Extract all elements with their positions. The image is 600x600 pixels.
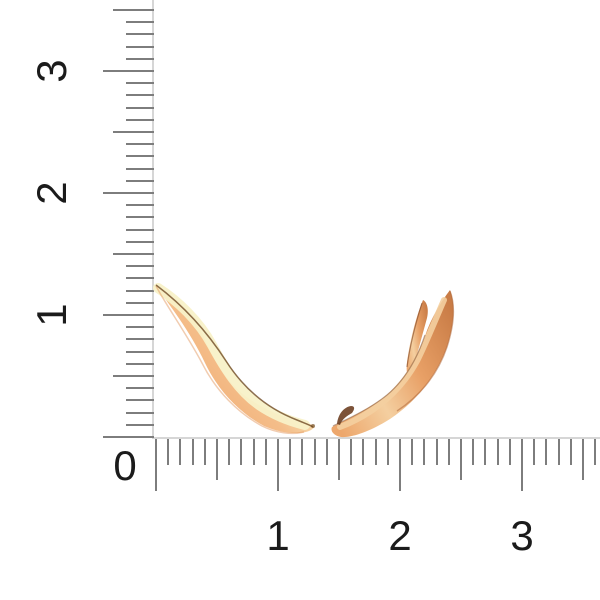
right-earring-back-prong [406, 300, 428, 379]
v-ruler-tick [126, 204, 154, 206]
h-ruler-tick [509, 439, 511, 465]
v-ruler-tick [126, 94, 154, 96]
h-ruler-tick [375, 439, 377, 465]
v-ruler-tick [126, 107, 154, 109]
left-earring [153, 283, 315, 435]
h-ruler-tick [179, 439, 181, 465]
h-ruler-tick [521, 439, 523, 491]
v-ruler-tick [126, 241, 154, 243]
v-ruler-tick [126, 155, 154, 157]
h-ruler-tick [545, 439, 547, 465]
right-earring-inner-edge [332, 334, 426, 427]
h-ruler-tick [484, 439, 486, 465]
h-ruler-baseline [152, 437, 600, 439]
h-ruler-tick [497, 439, 499, 465]
h-ruler-tick [436, 439, 438, 465]
h-ruler-tick [582, 439, 584, 480]
h-ruler-tick [326, 439, 328, 465]
v-ruler-tick [126, 338, 154, 340]
v-ruler-tick [126, 387, 154, 389]
h-ruler-tick [411, 439, 413, 465]
left-earring-tip [311, 424, 315, 428]
h-ruler-tick [314, 439, 316, 465]
v-ruler-tick [126, 399, 154, 401]
v-ruler-tick [113, 9, 154, 11]
h-ruler-label-2: 2 [388, 512, 412, 559]
right-earring-prong-seam [406, 302, 423, 368]
h-ruler-tick [216, 439, 218, 480]
left-earring-inner-edge [155, 284, 314, 428]
h-ruler-tick [570, 439, 572, 465]
ruler-label-0: 0 [113, 442, 137, 489]
h-ruler-tick [204, 439, 206, 465]
h-ruler-tick [448, 439, 450, 465]
v-ruler-tick [103, 436, 154, 438]
h-ruler-tick [399, 439, 401, 491]
v-ruler-tick [103, 314, 154, 316]
h-ruler-tick [387, 439, 389, 465]
h-ruler-tick [265, 439, 267, 465]
h-ruler-label-1: 1 [266, 512, 290, 559]
h-ruler-tick [155, 439, 157, 491]
v-ruler-tick [113, 375, 154, 377]
v-ruler-tick [126, 277, 154, 279]
v-ruler-tick [126, 424, 154, 426]
v-ruler-tick [126, 168, 154, 170]
v-ruler-tick [126, 412, 154, 414]
right-earring-outer-edge [396, 290, 455, 412]
h-ruler-tick [472, 439, 474, 465]
h-ruler-tick [253, 439, 255, 465]
h-ruler-tick [240, 439, 242, 465]
h-ruler-tick [594, 439, 596, 465]
v-ruler-tick [126, 326, 154, 328]
v-ruler-tick [113, 253, 154, 255]
h-ruler-label-3: 3 [510, 512, 534, 559]
h-ruler-tick [301, 439, 303, 465]
right-earring-highlight-streak [337, 297, 447, 430]
h-ruler-tick [289, 439, 291, 465]
h-ruler-tick [167, 439, 169, 465]
left-earring-highlight-band [153, 283, 310, 430]
right-earring-hook [337, 406, 355, 425]
v-ruler-tick [103, 192, 154, 194]
v-ruler-tick [113, 131, 154, 133]
h-ruler-tick [362, 439, 364, 465]
v-ruler-tick [126, 302, 154, 304]
v-ruler-tick [126, 216, 154, 218]
h-ruler-tick [423, 439, 425, 465]
h-ruler-tick [558, 439, 560, 465]
h-ruler-tick [350, 439, 352, 465]
h-ruler-tick [228, 439, 230, 465]
v-ruler-tick [126, 58, 154, 60]
v-ruler-tick [126, 33, 154, 35]
h-ruler-tick [338, 439, 340, 480]
v-ruler-tick [126, 119, 154, 121]
v-ruler-tick [126, 21, 154, 23]
v-ruler-tick [126, 290, 154, 292]
v-ruler-tick [126, 82, 154, 84]
v-ruler-tick [126, 143, 154, 145]
v-ruler-tick [126, 46, 154, 48]
right-earring [331, 290, 455, 438]
h-ruler-tick [533, 439, 535, 465]
right-earring-blade [331, 290, 454, 438]
left-earring-outer-rim [155, 285, 305, 435]
v-ruler-baseline [152, 0, 154, 438]
h-ruler-tick [277, 439, 279, 491]
v-ruler-tick [126, 363, 154, 365]
v-ruler-tick [126, 351, 154, 353]
v-ruler-tick [126, 229, 154, 231]
v-ruler-tick [126, 180, 154, 182]
h-ruler-tick [460, 439, 462, 480]
v-ruler-tick [126, 265, 154, 267]
h-ruler-tick [192, 439, 194, 465]
v-ruler-tick [103, 70, 154, 72]
